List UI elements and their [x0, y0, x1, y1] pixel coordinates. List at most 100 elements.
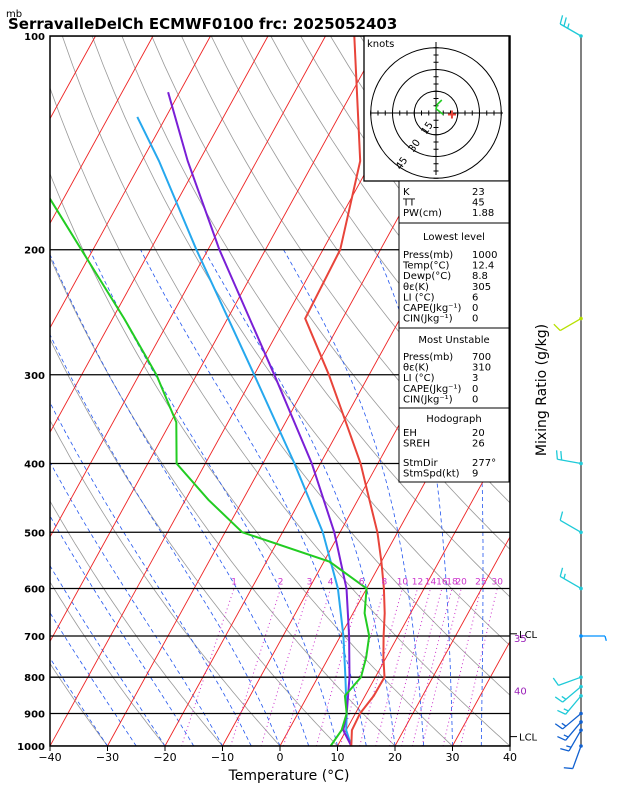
- index-value: 1000: [472, 250, 497, 261]
- x-tick-label: 30: [446, 751, 460, 764]
- wind-barb-dot: [579, 634, 583, 638]
- wind-barb-flag: [564, 768, 573, 769]
- x-tick-label: 40: [503, 751, 517, 764]
- wind-barb: [555, 712, 583, 729]
- x-tick-label: 0: [277, 751, 284, 764]
- mixing-ratio-label: 4: [328, 577, 334, 587]
- wind-barb-dot: [579, 694, 583, 698]
- mixing-ratio-label: 30: [492, 577, 504, 587]
- index-label: θε(K): [403, 363, 429, 374]
- wind-barb-dot: [579, 317, 583, 321]
- index-value: 23: [472, 187, 485, 198]
- wind-barb-staff: [566, 696, 581, 714]
- index-value: 45: [472, 198, 485, 209]
- wind-barb-flag: [561, 451, 562, 460]
- theta-e-label: 40: [514, 687, 527, 698]
- wind-barb-flag: [560, 568, 562, 577]
- index-value: 305: [472, 282, 491, 293]
- index-label: Press(mb): [403, 250, 453, 261]
- moist-adiabat: [0, 250, 223, 746]
- index-label: Temp(°C): [402, 261, 450, 272]
- index-value: 0: [472, 384, 478, 395]
- wind-barb-flag: [557, 710, 565, 714]
- mixing-ratio-label: 12: [412, 577, 423, 587]
- y-tick-label: 100: [24, 32, 45, 43]
- profiles: [0, 36, 385, 746]
- wind-barb-flag: [562, 696, 566, 699]
- index-label: SREH: [403, 439, 430, 450]
- wind-barb-flag: [564, 17, 566, 26]
- wind-barb: [560, 512, 583, 534]
- hodograph-unit-label: knots: [367, 39, 394, 50]
- wind-barb-dot: [579, 685, 583, 689]
- index-value: 6: [472, 292, 478, 303]
- y-tick-label: 300: [24, 371, 45, 382]
- index-label: K: [403, 187, 410, 198]
- mixing-ratio-line: [461, 589, 498, 747]
- y-tick-label: 900: [24, 710, 45, 721]
- index-value: 8.8: [472, 271, 488, 282]
- wind-barb-flag: [557, 450, 558, 459]
- wind-barb-dot: [579, 720, 583, 724]
- x-tick-label: −10: [211, 751, 234, 764]
- index-value: 20: [472, 428, 485, 439]
- mixing-ratio-line: [261, 589, 309, 747]
- index-label: EH: [403, 428, 417, 439]
- wind-barb: [557, 450, 583, 465]
- index-value: 9: [472, 469, 478, 480]
- index-label: Dewp(°C): [403, 271, 451, 282]
- mixing-ratio-line: [412, 589, 452, 747]
- mixing-ratio-label: 6: [359, 577, 365, 587]
- dewpoint-profile: [0, 36, 369, 746]
- lcl-label: LCL: [519, 733, 538, 744]
- wind-barb: [560, 15, 583, 37]
- mixing-ratio-label: 10: [397, 577, 409, 587]
- wind-barb-flag: [566, 746, 571, 747]
- mixing-ratio-label: 14: [425, 577, 437, 587]
- moist-adiabat: [0, 250, 136, 746]
- moist-adiabat: [510, 250, 528, 746]
- index-value: 0: [472, 314, 478, 325]
- index-value: 700: [472, 352, 491, 363]
- mixing-ratio-label: 8: [381, 577, 387, 587]
- wind-barb-dot: [579, 728, 583, 732]
- y-tick-label: 800: [24, 673, 45, 684]
- moist-adiabat: [141, 250, 367, 746]
- wind-barb-flag: [605, 636, 606, 641]
- parcel-profile-violet: [168, 92, 351, 746]
- wind-barb-flag: [560, 749, 569, 751]
- wind-barb-flag: [554, 324, 560, 330]
- y-tick-label: 700: [24, 632, 45, 643]
- x-tick-label: −30: [96, 751, 119, 764]
- isotherm: [0, 36, 96, 746]
- section-title: Hodograph: [426, 414, 481, 425]
- wind-barb-dot: [579, 675, 583, 679]
- y-tick-label: 400: [24, 459, 45, 470]
- wind-barb-flag: [560, 15, 562, 24]
- wind-barb-flag: [560, 512, 562, 521]
- x-tick-label: −40: [38, 751, 61, 764]
- wind-barb-staff: [557, 459, 581, 463]
- mixing-ratio-label: 3: [307, 577, 313, 587]
- page-title: SerravalleDelCh ECMWF0100 frc: 202505240…: [8, 15, 397, 33]
- wind-barb: [553, 675, 583, 685]
- x-tick-label: 20: [388, 751, 402, 764]
- index-value: 12.4: [472, 261, 494, 272]
- wind-barb-staff: [560, 24, 581, 36]
- wind-barb-dot: [579, 744, 583, 748]
- wind-barb-flag: [562, 723, 566, 726]
- mixing-ratio-label: 2: [278, 577, 284, 587]
- wind-column: [553, 15, 606, 768]
- index-label: CIN(Jkg⁻¹): [403, 394, 453, 405]
- index-label: CAPE(Jkg⁻¹): [403, 303, 461, 314]
- wind-barb-flag: [557, 737, 565, 741]
- section-title: Lowest level: [423, 232, 485, 243]
- index-value: 310: [472, 363, 491, 374]
- wind-barb-staff: [563, 714, 581, 729]
- index-value: 26: [472, 439, 485, 450]
- dry-adiabat: [0, 36, 108, 746]
- wind-barb: [579, 634, 606, 641]
